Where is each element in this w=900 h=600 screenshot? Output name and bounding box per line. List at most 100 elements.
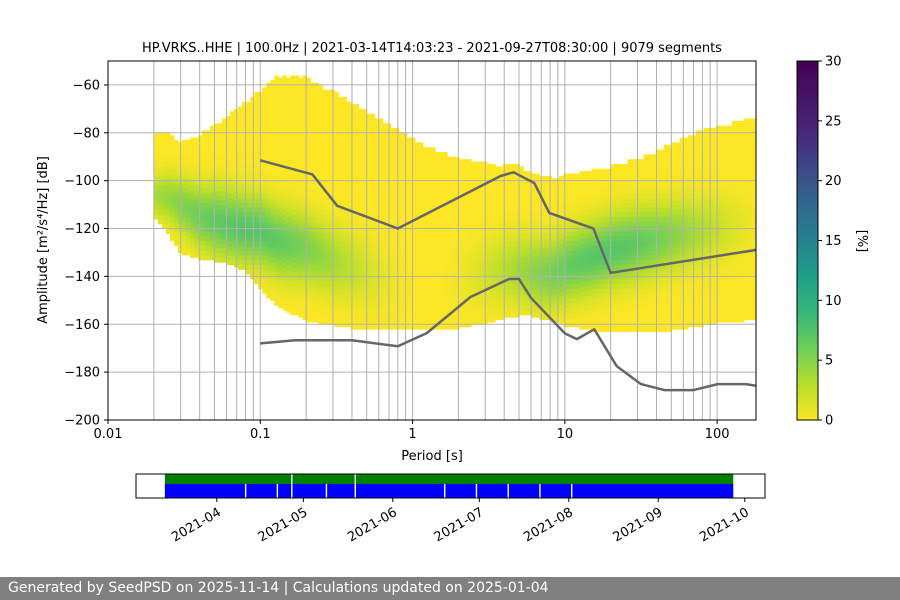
psd-cell	[679, 137, 685, 143]
psd-cell	[571, 317, 576, 323]
psd-cell	[595, 197, 601, 203]
psd-cell	[189, 180, 195, 187]
psd-cell	[294, 132, 299, 139]
psd-cell	[446, 290, 452, 297]
psd-cell	[338, 154, 344, 160]
psd-cell	[402, 175, 408, 182]
psd-cell	[466, 245, 472, 251]
psd-cell	[238, 197, 243, 203]
psd-cell	[695, 168, 701, 175]
psd-cell	[282, 104, 287, 110]
psd-cell	[206, 254, 211, 261]
psd-cell	[511, 312, 516, 318]
psd-cell	[647, 307, 653, 313]
psd-cell	[647, 168, 653, 175]
psd-cell	[218, 147, 223, 153]
psd-cell	[278, 250, 283, 256]
psd-cell	[362, 233, 368, 239]
psd-cell	[350, 161, 356, 167]
psd-cell	[202, 168, 207, 175]
psd-cell	[579, 228, 584, 234]
psd-cell	[655, 302, 661, 309]
psd-cell	[414, 180, 420, 187]
psd-cell	[270, 228, 275, 234]
psd-cell	[262, 202, 267, 208]
psd-cell	[290, 252, 295, 258]
psd-cell	[350, 156, 356, 163]
psd-cell	[474, 252, 480, 258]
psd-cell	[531, 264, 536, 270]
psd-cell	[250, 144, 255, 151]
psd-cell	[378, 171, 384, 177]
psd-cell	[491, 264, 496, 270]
psd-cell	[302, 151, 307, 158]
psd-cell	[647, 245, 653, 251]
psd-cell	[623, 264, 629, 270]
psd-cell	[246, 168, 251, 175]
psd-cell	[474, 281, 480, 287]
psd-cell	[671, 185, 677, 191]
psd-cell	[691, 139, 697, 146]
psd-cell	[418, 242, 424, 249]
psd-cell	[466, 254, 472, 261]
psd-cell	[390, 190, 396, 196]
psd-cell	[430, 276, 436, 282]
psd-cell	[282, 128, 287, 134]
psd-cell	[470, 214, 476, 220]
psd-cell	[402, 185, 408, 191]
psd-cell	[527, 171, 532, 177]
psd-cell	[238, 235, 243, 242]
psd-cell	[161, 209, 167, 215]
psd-cell	[663, 245, 669, 251]
psd-cell	[346, 163, 352, 170]
psd-cell	[623, 307, 629, 313]
psd-cell	[382, 185, 388, 191]
psd-cell	[547, 199, 552, 206]
psd-cell	[238, 202, 243, 208]
psd-cell	[567, 230, 572, 237]
psd-cell	[358, 228, 364, 234]
psd-cell	[322, 276, 328, 282]
psd-cell	[358, 319, 364, 325]
psd-cell	[683, 281, 689, 287]
psd-cell	[619, 235, 625, 242]
psd-cell	[499, 295, 504, 301]
psd-cell	[169, 149, 175, 155]
psd-cell	[426, 218, 432, 225]
psd-cell	[547, 295, 552, 301]
psd-cell	[366, 238, 372, 244]
psd-cell	[491, 307, 496, 313]
psd-cell	[563, 254, 568, 261]
psd-cell	[370, 214, 376, 220]
psd-cell	[454, 199, 460, 206]
psd-cell	[222, 180, 227, 187]
psd-cell	[406, 262, 412, 268]
psd-cell	[390, 214, 396, 220]
psd-cell	[370, 324, 376, 330]
psd-cell	[210, 125, 215, 132]
psd-cell	[354, 156, 360, 163]
psd-cell	[675, 252, 681, 258]
psd-cell	[535, 202, 540, 208]
psd-cell	[218, 238, 223, 244]
psd-cell	[270, 175, 275, 182]
psd-cell	[322, 175, 328, 182]
psd-cell	[278, 144, 283, 151]
psd-cell	[262, 149, 267, 155]
psd-cell	[165, 166, 171, 172]
psd-cell	[470, 180, 476, 187]
psd-cell	[338, 173, 344, 179]
psd-cell	[246, 230, 251, 237]
psd-cell	[414, 166, 420, 172]
psd-cell	[318, 132, 324, 139]
psd-cell	[659, 312, 665, 318]
psd-cell	[406, 309, 412, 316]
psd-cell	[358, 214, 364, 220]
psd-cell	[157, 161, 163, 167]
psd-cell	[266, 111, 271, 117]
psd-cell	[643, 254, 649, 261]
psd-cell	[214, 214, 219, 220]
psd-cell	[470, 252, 476, 258]
psd-cell	[587, 190, 593, 196]
psd-cell	[651, 250, 657, 256]
